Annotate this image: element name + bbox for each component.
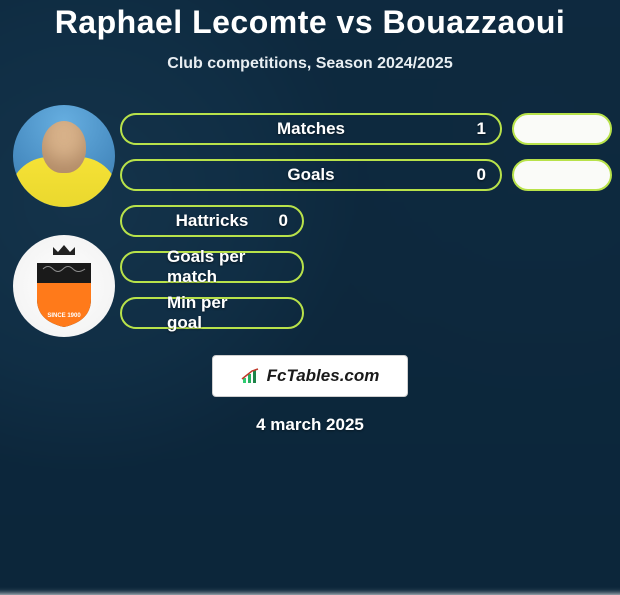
stat-row-min-per-goal: Min per goal <box>120 297 612 329</box>
stat-side-pill <box>512 159 612 191</box>
stat-value: 1 <box>477 119 486 139</box>
chart-icon <box>241 368 261 384</box>
stat-label: Goals per match <box>167 247 257 287</box>
stat-row-matches: Matches 1 <box>120 113 612 145</box>
stat-value: 0 <box>279 211 288 231</box>
comparison-strip: SINCE 1900 Matches 1 Goals 0 <box>0 105 620 337</box>
attribution-box: FcTables.com <box>212 355 409 397</box>
crest-banner-text: SINCE 1900 <box>47 313 81 319</box>
stat-value: 0 <box>477 165 486 185</box>
stat-pill-goals: Goals 0 <box>120 159 502 191</box>
subtitle: Club competitions, Season 2024/2025 <box>167 55 452 73</box>
date-text: 4 march 2025 <box>256 415 364 435</box>
attribution-text: FcTables.com <box>267 366 380 386</box>
stat-pill-hattricks: Hattricks 0 <box>120 205 304 237</box>
crown-icon <box>51 243 77 257</box>
stat-label: Min per goal <box>167 293 257 333</box>
stat-side-pill <box>512 113 612 145</box>
stat-pill-gpm: Goals per match <box>120 251 304 283</box>
stat-row-hattricks: Hattricks 0 <box>120 205 612 237</box>
club-crest-avatar: SINCE 1900 <box>13 235 115 337</box>
stats-bars: Matches 1 Goals 0 Hattricks 0 <box>120 113 620 329</box>
avatars-column: SINCE 1900 <box>0 105 120 337</box>
page-title: Raphael Lecomte vs Bouazzaoui <box>55 4 566 41</box>
stat-label: Goals <box>287 165 334 185</box>
stat-pill-matches: Matches 1 <box>120 113 502 145</box>
player-avatar <box>13 105 115 207</box>
stat-row-goals: Goals 0 <box>120 159 612 191</box>
shield-icon: SINCE 1900 <box>33 259 95 329</box>
stat-label: Matches <box>277 119 345 139</box>
stat-label: Hattricks <box>176 211 249 231</box>
stat-pill-mpg: Min per goal <box>120 297 304 329</box>
stat-row-goals-per-match: Goals per match <box>120 251 612 283</box>
